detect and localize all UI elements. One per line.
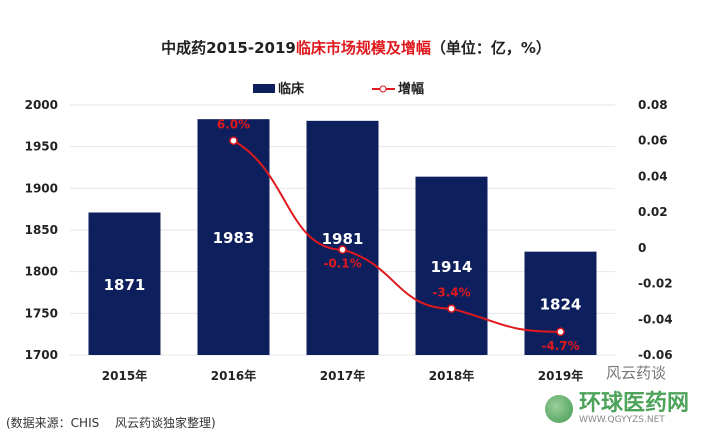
y-tick-label: 1750 <box>25 306 58 320</box>
logo-text: 环球医药网 <box>579 391 690 416</box>
y2-tick-label: 0.08 <box>638 98 668 112</box>
growth-point <box>229 136 238 145</box>
y2-tick-label: 0.04 <box>638 169 668 183</box>
legend-bar-label: 临床 <box>278 81 305 97</box>
bar <box>524 251 597 355</box>
growth-point <box>556 327 565 337</box>
bar <box>197 119 270 356</box>
growth-label: -0.1% <box>323 257 361 271</box>
x-tick-label: 2016年 <box>211 368 256 383</box>
growth-point <box>338 245 347 254</box>
y2-tick-label: -0.02 <box>638 277 673 291</box>
growth-line <box>233 139 561 333</box>
y2-tick-label: 0.02 <box>638 205 668 219</box>
bar-value-label: 1914 <box>431 258 473 276</box>
bar-value-label: 1871 <box>104 276 146 294</box>
globe-icon <box>545 395 573 423</box>
x-tick-label: 2018年 <box>429 368 474 383</box>
growth-label: -3.4% <box>432 286 470 300</box>
chart: 中成药2015-2019临床市场规模及增幅（单位：亿，%） 临床 增幅 1700… <box>25 39 673 383</box>
x-tick-label: 2017年 <box>320 368 365 383</box>
y-tick-label: 1950 <box>25 140 58 154</box>
site-logo: 环球医药网 WWW.QGYYZS.NET <box>545 393 689 425</box>
y-tick-label: 2000 <box>25 98 58 112</box>
bar-value-label: 1824 <box>540 295 582 313</box>
bar <box>306 120 379 355</box>
watermark-text: 风云药谈 <box>606 364 667 382</box>
source-note: (数据来源：CHIS 风云药谈独家整理) <box>6 416 216 430</box>
y2-tick-label: 0 <box>638 241 646 255</box>
x-tick-label: 2015年 <box>102 368 147 383</box>
logo-url: WWW.QGYYZS.NET <box>579 415 665 425</box>
bar-value-label: 1981 <box>322 230 364 248</box>
legend-line-label: 增幅 <box>398 81 424 97</box>
y2-tick-label: -0.06 <box>638 348 673 362</box>
y2-tick-label: 0.06 <box>638 134 668 148</box>
y-tick-label: 1800 <box>25 265 58 279</box>
legend-line-marker <box>379 85 387 93</box>
bar-value-label: 1983 <box>213 229 255 247</box>
chart-title: 中成药2015-2019临床市场规模及增幅（单位：亿，%） <box>161 39 551 57</box>
x-tick-label: 2019年 <box>538 368 583 383</box>
growth-label: -4.7% <box>541 339 579 353</box>
growth-label: 6.0% <box>217 118 250 132</box>
growth-point <box>447 304 456 313</box>
bar <box>415 176 488 355</box>
y-tick-label: 1850 <box>25 223 58 237</box>
y-tick-label: 1700 <box>25 348 58 362</box>
y-tick-label: 1900 <box>25 181 58 195</box>
legend-bar-swatch <box>253 84 275 93</box>
y2-tick-label: -0.04 <box>638 312 673 326</box>
bar <box>88 212 161 355</box>
